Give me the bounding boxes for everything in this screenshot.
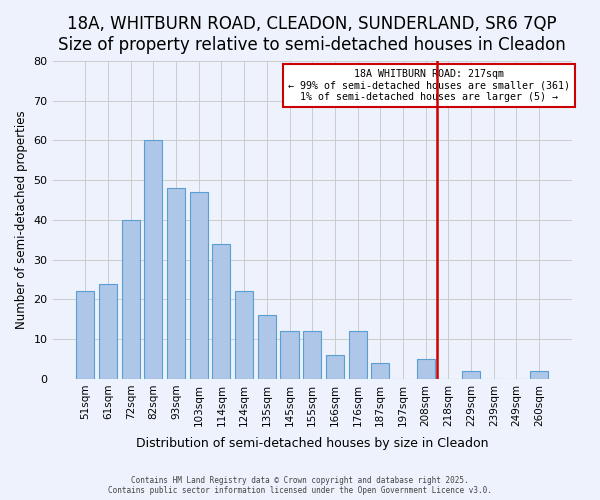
Bar	[99, 284, 117, 379]
Bar	[122, 220, 140, 379]
Bar	[258, 316, 276, 379]
Bar	[349, 331, 367, 379]
X-axis label: Distribution of semi-detached houses by size in Cleadon: Distribution of semi-detached houses by …	[136, 437, 488, 450]
Bar	[326, 355, 344, 379]
Title: 18A, WHITBURN ROAD, CLEADON, SUNDERLAND, SR6 7QP
Size of property relative to se: 18A, WHITBURN ROAD, CLEADON, SUNDERLAND,…	[58, 15, 566, 54]
Bar	[462, 371, 480, 379]
Bar	[280, 331, 299, 379]
Bar	[371, 363, 389, 379]
Bar	[190, 192, 208, 379]
Bar	[76, 292, 94, 379]
Bar	[235, 292, 253, 379]
Bar	[167, 188, 185, 379]
Text: Contains HM Land Registry data © Crown copyright and database right 2025.
Contai: Contains HM Land Registry data © Crown c…	[108, 476, 492, 495]
Bar	[416, 359, 435, 379]
Bar	[144, 140, 163, 379]
Y-axis label: Number of semi-detached properties: Number of semi-detached properties	[15, 110, 28, 329]
Text: 18A WHITBURN ROAD: 217sqm
← 99% of semi-detached houses are smaller (361)
1% of : 18A WHITBURN ROAD: 217sqm ← 99% of semi-…	[288, 69, 570, 102]
Bar	[212, 244, 230, 379]
Bar	[530, 371, 548, 379]
Bar	[303, 331, 321, 379]
